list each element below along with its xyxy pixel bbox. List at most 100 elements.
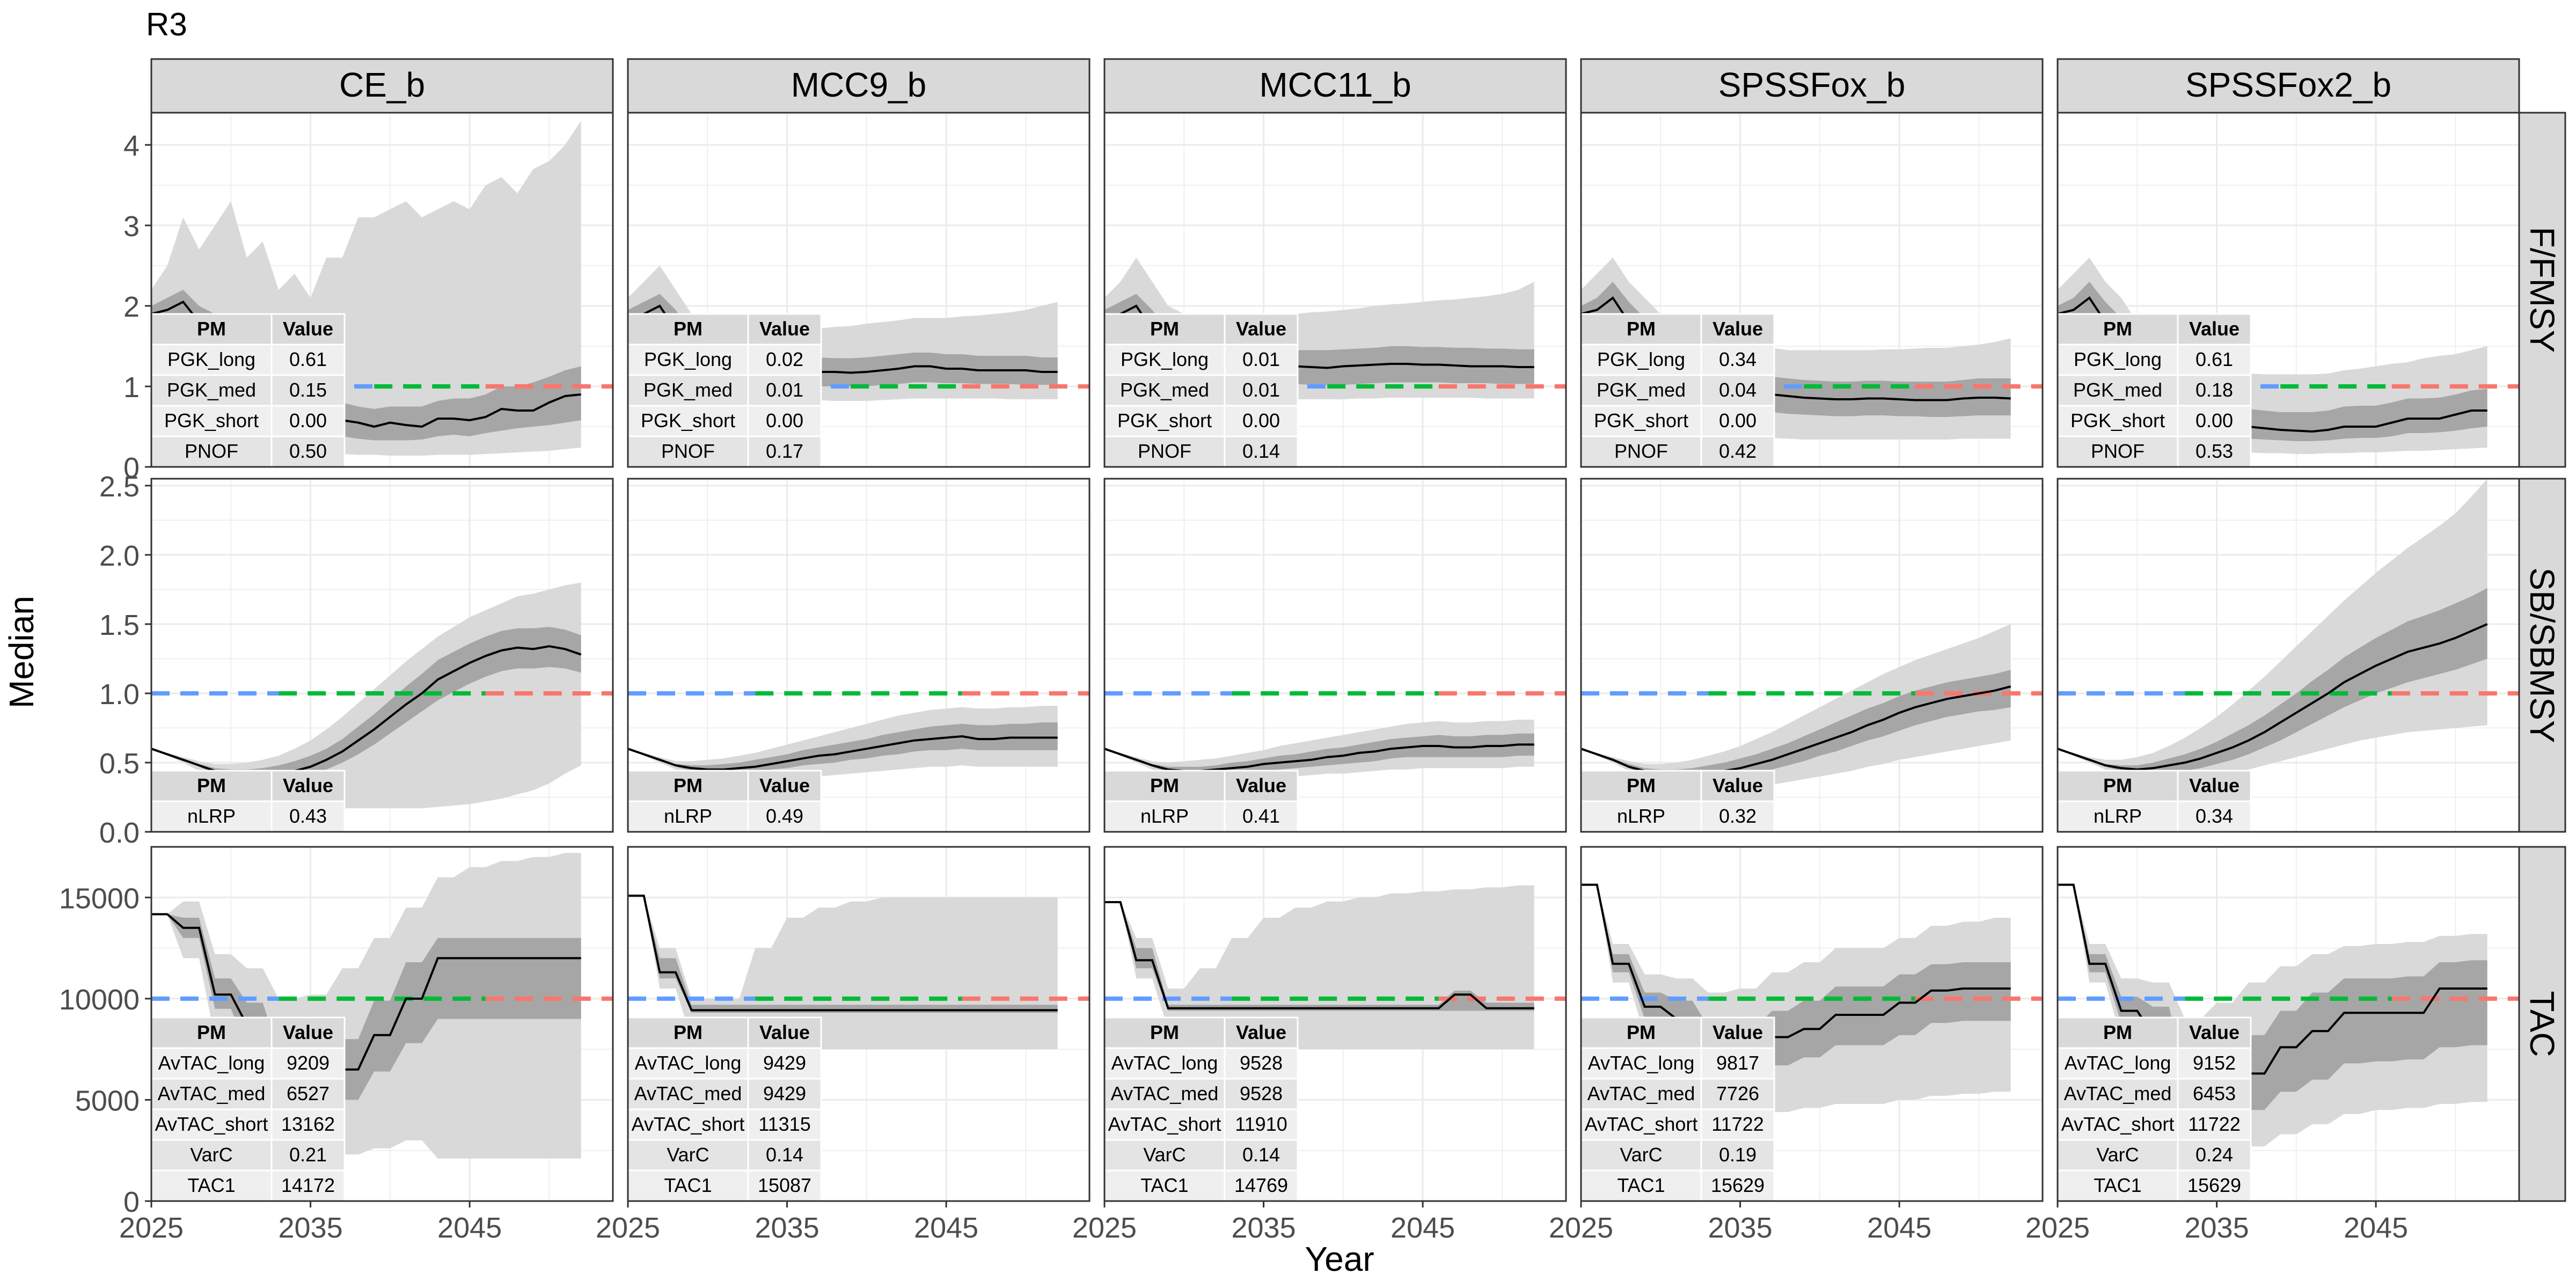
table-cell xyxy=(1700,1047,1775,1080)
table-cell xyxy=(747,435,822,468)
table-cell xyxy=(1224,1078,1299,1110)
table-value: 0.53 xyxy=(2196,440,2233,462)
table-cell xyxy=(747,405,822,437)
table-header-label: PM xyxy=(197,774,226,796)
table-cell xyxy=(270,800,346,833)
table-header-label: PM xyxy=(674,318,702,340)
table-pm-label: PGK_long xyxy=(644,348,732,370)
facet-panel: PM Value PGK_long 0.02 PGK_med 0.01 PGK_short 0… xyxy=(627,112,1091,468)
table-value: 14172 xyxy=(281,1174,335,1196)
panel-border xyxy=(1103,478,1567,833)
inner-uncertainty-band xyxy=(628,722,1058,774)
table-value: 6527 xyxy=(287,1082,330,1104)
panel-border xyxy=(2057,846,2520,1202)
table-value: 0.18 xyxy=(2196,379,2233,401)
performance-table: PM Value nLRP 0.34 xyxy=(2057,770,2252,833)
table-header-label: PM xyxy=(1150,318,1179,340)
y-tick-label: 1.5 xyxy=(99,609,140,641)
panel-border xyxy=(2057,112,2520,468)
median-line xyxy=(151,913,581,1093)
x-tick-label: 2035 xyxy=(1708,1212,1772,1244)
table-header-cell xyxy=(747,1016,822,1049)
table-value: 0.14 xyxy=(1242,1144,1280,1166)
table-value: 0.00 xyxy=(1719,409,1757,431)
table-value: 9429 xyxy=(763,1052,806,1074)
outer-uncertainty-band xyxy=(2058,479,2487,781)
x-tick-label: 2045 xyxy=(2344,1212,2408,1244)
table-cell xyxy=(1700,800,1775,833)
table-value: 0.34 xyxy=(2196,805,2233,827)
table-cell xyxy=(1103,1047,1226,1080)
table-value: 0.21 xyxy=(289,1144,327,1166)
row-strip-label: F/FMSY xyxy=(2523,227,2562,353)
table-header-cell xyxy=(2057,313,2179,346)
table-pm-label: AvTAC_med xyxy=(2064,1082,2172,1104)
table-cell xyxy=(150,1078,273,1110)
table-value: 0.19 xyxy=(1719,1144,1757,1166)
table-pm-label: PNOF xyxy=(1138,440,1191,462)
x-tick-label: 2025 xyxy=(596,1212,660,1244)
x-tick-label: 2035 xyxy=(278,1212,342,1244)
table-value: 9528 xyxy=(1240,1082,1283,1104)
row-strip-bg xyxy=(2518,478,2566,833)
table-header-cell xyxy=(270,770,346,802)
table-cell xyxy=(1224,435,1299,468)
table-header-label: PM xyxy=(197,318,226,340)
table-value: 9209 xyxy=(287,1052,330,1074)
table-pm-label: AvTAC_short xyxy=(1585,1113,1698,1135)
table-header-label: Value xyxy=(759,1021,810,1043)
y-tick-label: 0 xyxy=(123,452,140,484)
y-tick-label: 15000 xyxy=(59,882,140,914)
table-header-cell xyxy=(1224,313,1299,346)
performance-table: PM Value PGK_long 0.34 PGK_med 0.04 PGK_short 0… xyxy=(1580,313,1775,468)
table-value: 0.00 xyxy=(289,409,327,431)
table-pm-label: PGK_long xyxy=(1597,348,1685,370)
table-cell xyxy=(1700,1108,1775,1141)
table-cell xyxy=(1103,435,1226,468)
table-pm-label: VarC xyxy=(667,1144,709,1166)
panel-border xyxy=(1580,112,2044,468)
table-value: 9817 xyxy=(1716,1052,1759,1074)
table-header-label: Value xyxy=(759,318,810,340)
column-strip: CE_b xyxy=(150,58,614,114)
x-tick-label: 2025 xyxy=(1549,1212,1613,1244)
table-pm-label: AvTAC_short xyxy=(632,1113,745,1135)
row-strip-label: TAC xyxy=(2523,991,2562,1057)
table-cell xyxy=(150,1139,273,1172)
table-header-label: Value xyxy=(2189,774,2240,796)
table-value: 0.49 xyxy=(766,805,803,827)
performance-table: PM Value nLRP 0.32 xyxy=(1580,770,1775,833)
table-pm-label: AvTAC_med xyxy=(634,1082,742,1104)
facet-panel: PM Value AvTAC_long 9528 AvTAC_med 9528 AvTAC_… xyxy=(1103,846,1567,1202)
column-strip-bg xyxy=(150,58,614,114)
table-pm-label: TAC1 xyxy=(1617,1174,1665,1196)
table-pm-label: AvTAC_long xyxy=(1111,1052,1218,1074)
column-strip: SPSSFox_b xyxy=(1580,58,2044,114)
table-header-label: Value xyxy=(1236,774,1286,796)
table-pm-label: AvTAC_short xyxy=(155,1113,268,1135)
table-header-label: PM xyxy=(1150,774,1179,796)
table-cell xyxy=(1224,1139,1299,1172)
table-value: 13162 xyxy=(281,1113,335,1135)
table-cell xyxy=(1580,435,1702,468)
table-cell xyxy=(150,374,273,407)
table-cell xyxy=(2177,1078,2252,1110)
table-value: 0.32 xyxy=(1719,805,1757,827)
inner-uncertainty-band xyxy=(151,627,581,782)
panel-grid: CE_b MCC9_b MCC11_b SPSSFox_b SPSSFox2_b F/FM… xyxy=(59,58,2566,1244)
y-tick-label: 4 xyxy=(123,130,140,162)
table-pm-label: VarC xyxy=(190,1144,232,1166)
outer-uncertainty-band xyxy=(151,582,581,809)
table-value: 9152 xyxy=(2193,1052,2236,1074)
table-cell xyxy=(2057,405,2179,437)
y-tick-label: 3 xyxy=(123,210,140,243)
table-cell xyxy=(2177,435,2252,468)
facet-panel: PM Value AvTAC_long 9429 AvTAC_med 9429 AvTAC_… xyxy=(627,846,1091,1202)
table-cell xyxy=(270,1078,346,1110)
table-cell xyxy=(2057,800,2179,833)
table-value: 0.61 xyxy=(2196,348,2233,370)
table-header-label: Value xyxy=(283,318,333,340)
row-strip-label: SB/SBMSY xyxy=(2523,567,2562,743)
x-tick-label: 2045 xyxy=(1867,1212,1931,1244)
performance-table: PM Value nLRP 0.49 xyxy=(627,770,822,833)
